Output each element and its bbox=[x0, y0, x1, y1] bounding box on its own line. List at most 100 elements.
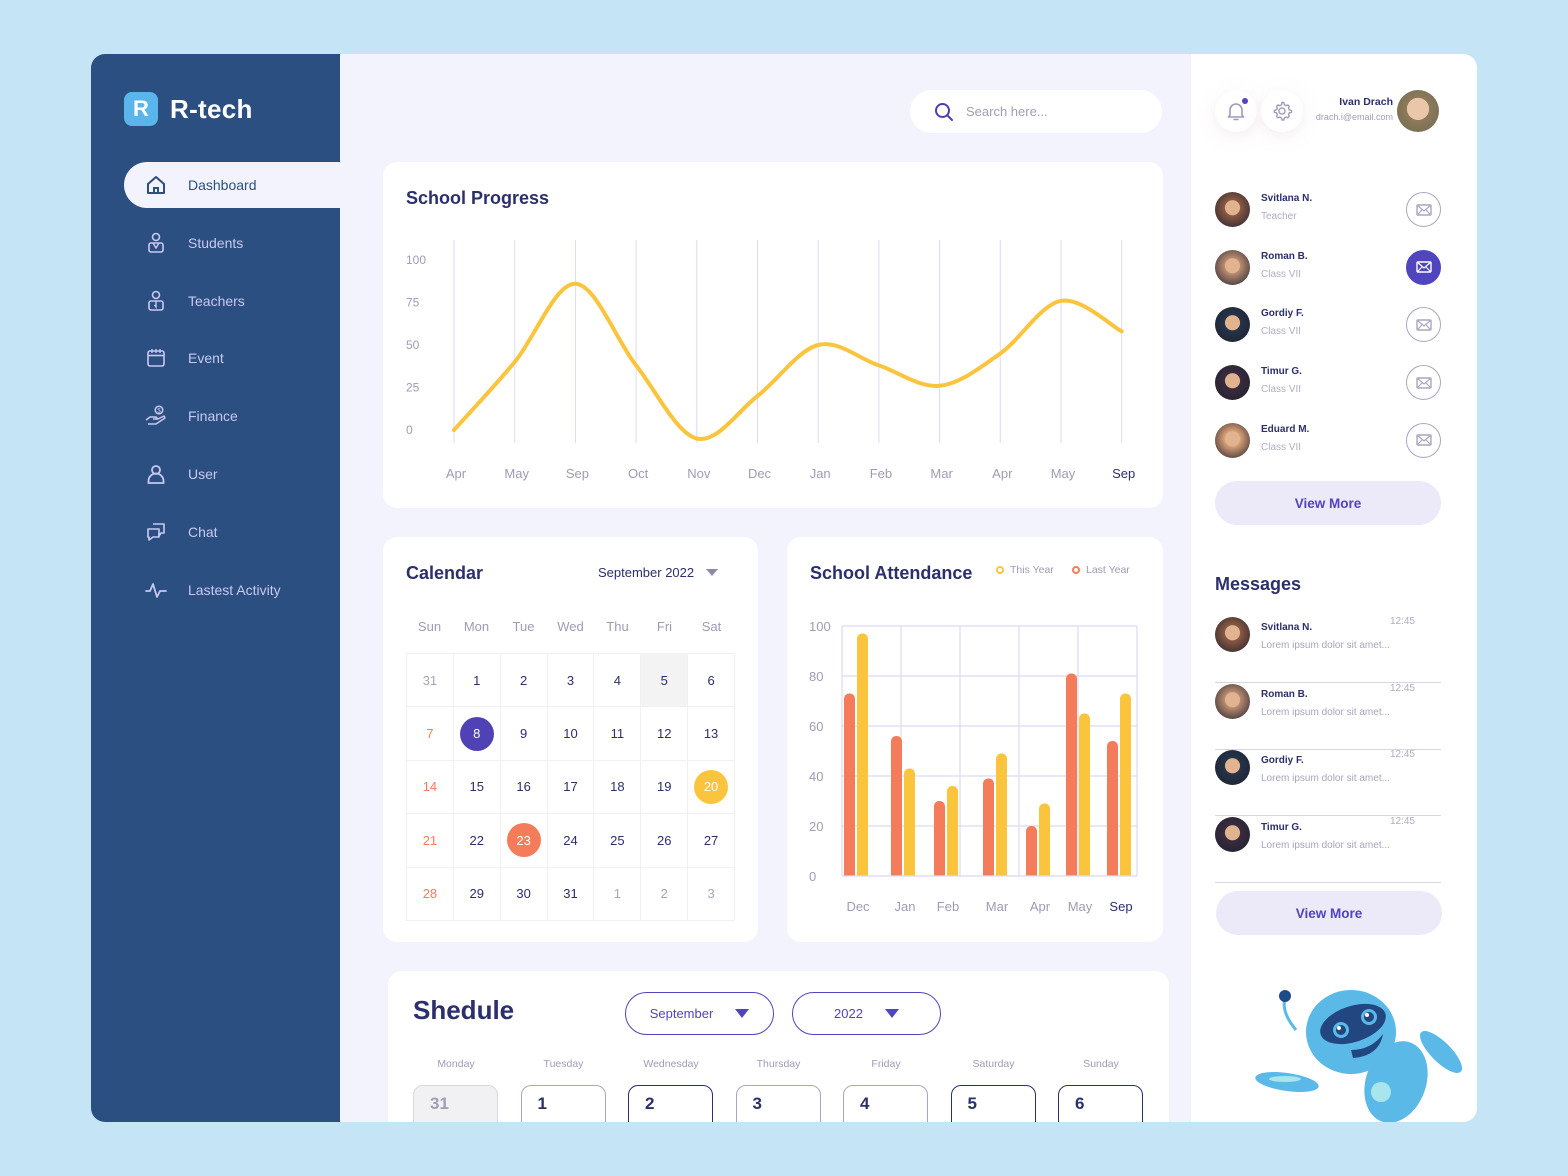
schedule-day-box[interactable]: 31 bbox=[413, 1085, 498, 1122]
message-item[interactable]: Svitlana N. Lorem ipsum dolor sit amet...… bbox=[1215, 616, 1441, 683]
calendar-day[interactable]: 1 bbox=[453, 654, 501, 708]
view-more-contacts-button[interactable]: View More bbox=[1215, 481, 1441, 525]
calendar-day[interactable]: 7 bbox=[407, 707, 454, 761]
search-bar[interactable] bbox=[910, 90, 1162, 133]
contact-name: Gordiy F. bbox=[1261, 308, 1304, 320]
send-mail-button[interactable] bbox=[1406, 307, 1441, 343]
send-mail-button[interactable] bbox=[1406, 365, 1441, 401]
schedule-day-box[interactable]: 1 bbox=[520, 1085, 606, 1122]
calendar-day[interactable]: 17 bbox=[547, 760, 595, 815]
calendar-day[interactable]: 16 bbox=[500, 760, 548, 815]
schedule-day-box[interactable]: 6 bbox=[1058, 1085, 1143, 1122]
calendar-day[interactable]: 23 bbox=[500, 814, 548, 868]
calendar-day[interactable]: 31 bbox=[547, 867, 595, 921]
x-tick: May bbox=[504, 466, 529, 481]
schedule-year-select[interactable]: 2022 bbox=[792, 992, 941, 1035]
settings-button[interactable] bbox=[1261, 90, 1303, 132]
sidebar-item-lastest-activity[interactable]: Lastest Activity bbox=[124, 567, 340, 613]
calendar-day[interactable]: 15 bbox=[453, 760, 501, 815]
contact-item[interactable]: Eduard M. Class VII bbox=[1215, 422, 1441, 459]
contact-item[interactable]: Svitlana N. Teacher bbox=[1215, 192, 1441, 228]
avatar bbox=[1215, 192, 1250, 227]
send-mail-button[interactable] bbox=[1406, 192, 1441, 227]
search-input[interactable] bbox=[966, 104, 1126, 119]
y-tick: 25 bbox=[406, 381, 420, 395]
day-number: 30 bbox=[516, 886, 531, 902]
calendar-day[interactable]: 11 bbox=[594, 707, 642, 761]
calendar-day[interactable]: 13 bbox=[688, 707, 735, 761]
sidebar-item-students[interactable]: Students bbox=[124, 220, 340, 266]
calendar-day[interactable]: 6 bbox=[688, 654, 735, 708]
bar bbox=[1120, 693, 1131, 881]
calendar-day[interactable]: 19 bbox=[641, 760, 689, 815]
calendar-day[interactable]: 9 bbox=[500, 707, 548, 761]
x-tick: Apr bbox=[1030, 899, 1051, 914]
y-tick: 0 bbox=[809, 869, 816, 884]
schedule-day-box[interactable]: 2 bbox=[628, 1085, 713, 1122]
contact-item[interactable]: Timur G. Class VII bbox=[1215, 365, 1441, 401]
view-more-messages-button[interactable]: View More bbox=[1216, 891, 1442, 935]
month-select[interactable]: September 2022 bbox=[598, 565, 719, 580]
calendar-day[interactable]: 1 bbox=[594, 867, 642, 921]
schedule-day-box[interactable]: 3 bbox=[735, 1085, 821, 1122]
send-mail-button[interactable] bbox=[1406, 422, 1441, 458]
calendar-day[interactable]: 22 bbox=[453, 814, 501, 868]
message-item[interactable]: Gordiy F. Lorem ipsum dolor sit amet... 12… bbox=[1215, 749, 1441, 816]
calendar-day[interactable]: 8 bbox=[453, 707, 501, 761]
schedule-day-box[interactable]: 4 bbox=[843, 1085, 928, 1122]
calendar-day[interactable]: 24 bbox=[547, 814, 595, 868]
calendar-day[interactable]: 4 bbox=[594, 654, 642, 708]
calendar-day[interactable]: 5 bbox=[641, 654, 689, 708]
weekday-label: Fri bbox=[656, 619, 673, 634]
message-item[interactable]: Roman B. Lorem ipsum dolor sit amet... 12:… bbox=[1215, 683, 1441, 750]
calendar-day[interactable]: 18 bbox=[594, 760, 642, 815]
calendar-day[interactable]: 14 bbox=[407, 760, 454, 815]
calendar-day[interactable]: 3 bbox=[547, 654, 595, 708]
calendar-day[interactable]: 30 bbox=[500, 867, 548, 921]
calendar-day[interactable]: 21 bbox=[407, 814, 454, 868]
calendar-day[interactable]: 3 bbox=[688, 867, 735, 921]
send-mail-button[interactable] bbox=[1406, 249, 1441, 285]
calendar-day[interactable]: 2 bbox=[500, 654, 548, 708]
contact-name: Roman B. bbox=[1261, 250, 1308, 262]
y-tick: 60 bbox=[809, 719, 823, 734]
contact-item[interactable]: Roman B. Class VII bbox=[1215, 249, 1441, 286]
calendar-day[interactable]: 12 bbox=[641, 707, 689, 761]
sidebar-item-finance[interactable]: $ Finance bbox=[124, 393, 340, 439]
weekday-label: Sat bbox=[701, 619, 722, 634]
calendar-day[interactable]: 10 bbox=[547, 707, 595, 761]
calendar-day[interactable]: 25 bbox=[594, 814, 642, 868]
day-number: 3 bbox=[566, 672, 575, 688]
contact-item[interactable]: Gordiy F. Class VII bbox=[1215, 307, 1441, 343]
calendar-day[interactable]: 31 bbox=[407, 654, 454, 708]
mail-icon bbox=[1415, 376, 1432, 389]
legend-dot-icon bbox=[996, 566, 1004, 574]
card-title: School Attendance bbox=[810, 563, 973, 583]
day-number: 1 bbox=[613, 886, 621, 902]
calendar-day[interactable]: 27 bbox=[688, 814, 735, 868]
message-time: 12:45 bbox=[1389, 815, 1415, 827]
schedule-day-box[interactable]: 5 bbox=[950, 1085, 1036, 1122]
calendar-day[interactable]: 28 bbox=[407, 867, 454, 921]
notifications-button[interactable] bbox=[1215, 90, 1257, 132]
message-item[interactable]: Timur G. Lorem ipsum dolor sit amet... 12:… bbox=[1215, 815, 1441, 883]
schedule-month-select[interactable]: September bbox=[625, 992, 774, 1035]
calendar-day[interactable]: 26 bbox=[641, 814, 689, 868]
sidebar-item-user[interactable]: User bbox=[124, 451, 340, 497]
sidebar-item-event[interactable]: Event bbox=[124, 335, 340, 381]
logo[interactable]: R R-tech bbox=[124, 92, 253, 126]
sidebar-item-dashboard[interactable]: Dashboard bbox=[124, 162, 340, 208]
y-tick: 20 bbox=[809, 819, 823, 834]
sidebar-item-teachers[interactable]: Teachers bbox=[124, 278, 340, 324]
y-tick: 80 bbox=[809, 669, 823, 684]
calendar-day[interactable]: 29 bbox=[453, 867, 501, 921]
calendar-day[interactable]: 20 bbox=[688, 760, 735, 815]
y-tick: 100 bbox=[809, 619, 831, 634]
user-email: drach.i@email.com bbox=[1315, 112, 1393, 122]
calendar-day[interactable]: 2 bbox=[641, 867, 689, 921]
user-avatar[interactable] bbox=[1397, 90, 1439, 132]
sidebar-item-chat[interactable]: Chat bbox=[124, 509, 340, 555]
sidebar-item-label: Event bbox=[188, 350, 224, 367]
select-value: 2022 bbox=[834, 1006, 863, 1021]
bar bbox=[1039, 803, 1050, 881]
